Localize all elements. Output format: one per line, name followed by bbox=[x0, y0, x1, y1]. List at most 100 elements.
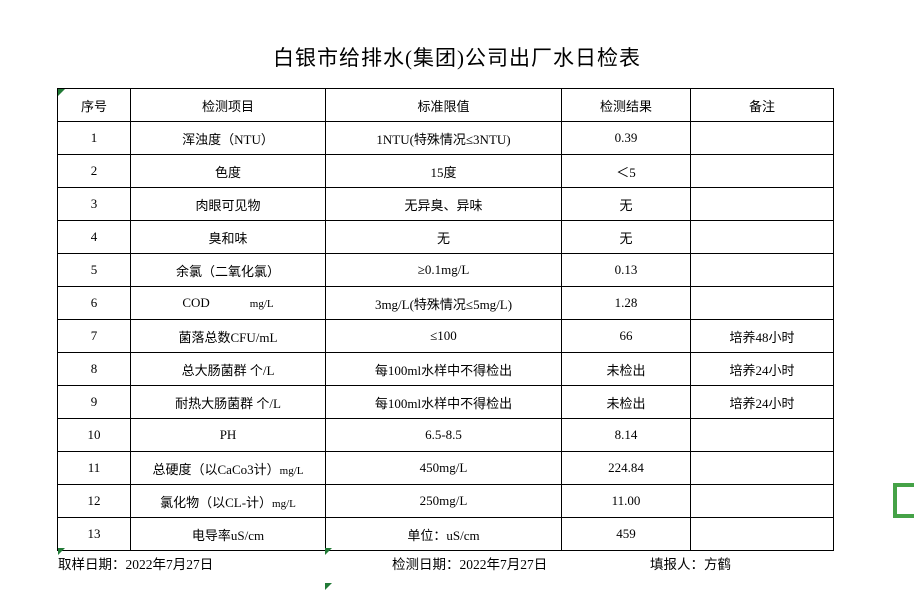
cell-limit-7[interactable]: ≤100 bbox=[325, 319, 562, 353]
cell-remark-6[interactable] bbox=[690, 286, 834, 320]
cell-item-4[interactable]: 臭和味 bbox=[130, 220, 326, 254]
cell-item-3[interactable]: 肉眼可见物 bbox=[130, 187, 326, 221]
cell-no-10[interactable]: 10 bbox=[57, 418, 131, 452]
sampling-date-label[interactable]: 取样日期：2022年7月27日 bbox=[58, 557, 214, 572]
cell-no-7[interactable]: 7 bbox=[57, 319, 131, 353]
cell-remark-5[interactable] bbox=[690, 253, 834, 287]
cell-item-5[interactable]: 余氯（二氧化氯） bbox=[130, 253, 326, 287]
cell-item-10[interactable]: PH bbox=[130, 418, 326, 452]
cell-remark-2[interactable] bbox=[690, 154, 834, 188]
cell-item-11-unit: mg/L bbox=[279, 464, 304, 477]
cell-result-13[interactable]: 459 bbox=[561, 517, 691, 551]
cell-item-12-unit: mg/L bbox=[272, 497, 296, 510]
cell-remark-13[interactable] bbox=[690, 517, 834, 551]
cell-result-7[interactable]: 66 bbox=[561, 319, 691, 353]
table-row: 2 色度 15度 ＜5 bbox=[57, 154, 834, 188]
cell-result-6[interactable]: 1.28 bbox=[561, 286, 691, 320]
cell-limit-3[interactable]: 无异臭、异味 bbox=[325, 187, 562, 221]
cell-result-3[interactable]: 无 bbox=[561, 187, 691, 221]
cell-limit-2[interactable]: 15度 bbox=[325, 154, 562, 188]
cell-result-5[interactable]: 0.13 bbox=[561, 253, 691, 287]
cell-limit-1[interactable]: 1NTU(特殊情况≤3NTU) bbox=[325, 121, 562, 155]
column-header-no[interactable]: 序号 bbox=[57, 88, 131, 122]
cell-result-12[interactable]: 11.00 bbox=[561, 484, 691, 518]
cell-no-12[interactable]: 12 bbox=[57, 484, 131, 518]
cell-item-12[interactable]: 氯化物（以CL-计）mg/L bbox=[130, 484, 326, 518]
cell-item-8[interactable]: 总大肠菌群 个/L bbox=[130, 352, 326, 386]
report-footer: 取样日期：2022年7月27日 检测日期：2022年7月27日 填报人：方鹤 bbox=[0, 553, 914, 577]
column-header-item[interactable]: 检测项目 bbox=[130, 88, 326, 122]
cell-no-4[interactable]: 4 bbox=[57, 220, 131, 254]
column-header-remark[interactable]: 备注 bbox=[690, 88, 834, 122]
cell-limit-5[interactable]: ≥0.1mg/L bbox=[325, 253, 562, 287]
cell-remark-9[interactable]: 培养24小时 bbox=[690, 385, 834, 419]
cell-remark-11[interactable] bbox=[690, 451, 834, 485]
table-row: 4 臭和味无无 bbox=[57, 220, 834, 254]
table-row: 5 余氯（二氧化氯） ≥0.1mg/L 0.13 bbox=[57, 253, 834, 287]
cell-item-6[interactable]: COD mg/L bbox=[130, 286, 326, 320]
cell-item-11-text: 总硬度（以CaCo3计） bbox=[152, 461, 280, 477]
cell-limit-11[interactable]: 450mg/L bbox=[325, 451, 562, 485]
cell-result-4[interactable]: 无 bbox=[561, 220, 691, 254]
cell-result-10[interactable]: 8.14 bbox=[561, 418, 691, 452]
cell-result-2[interactable]: ＜5 bbox=[561, 154, 691, 188]
cell-no-6[interactable]: 6 bbox=[57, 286, 131, 320]
cell-item-6-unit: mg/L bbox=[249, 298, 274, 310]
column-header-result[interactable]: 检测结果 bbox=[561, 88, 691, 122]
cell-item-11[interactable]: 总硬度（以CaCo3计）mg/L bbox=[130, 451, 326, 485]
cell-limit-10[interactable]: 6.5-8.5 bbox=[325, 418, 562, 452]
cell-limit-12[interactable]: 250mg/L bbox=[325, 484, 562, 518]
cell-remark-3[interactable] bbox=[690, 187, 834, 221]
cell-remark-1[interactable] bbox=[690, 121, 834, 155]
cell-limit-4[interactable]: 无 bbox=[325, 220, 562, 254]
table-row: 6 COD mg/L 3mg/L(特殊情况≤5mg/L) 1.28 bbox=[57, 286, 834, 320]
cell-remark-7[interactable]: 培养48小时 bbox=[690, 319, 834, 353]
cell-limit-6[interactable]: 3mg/L(特殊情况≤5mg/L) bbox=[325, 286, 562, 320]
comment-indicator-icon bbox=[58, 89, 65, 96]
cell-remark-4[interactable] bbox=[690, 220, 834, 254]
cell-no-9[interactable]: 9 bbox=[57, 385, 131, 419]
comment-indicator-icon bbox=[58, 548, 65, 555]
cell-limit-8[interactable]: 每100ml水样中不得检出 bbox=[325, 352, 562, 386]
page-title: 白银市给排水(集团)公司出厂水日检表 bbox=[273, 46, 641, 70]
table-header-row: 序号 检测项目 标准限值 检测结果 备注 bbox=[57, 88, 834, 122]
cell-no-5[interactable]: 5 bbox=[57, 253, 131, 287]
cell-item-7[interactable]: 菌落总数CFU/mL bbox=[130, 319, 326, 353]
cell-no-13[interactable]: 13 bbox=[57, 517, 131, 551]
cell-result-9[interactable]: 未检出 bbox=[561, 385, 691, 419]
table-body: 序号 检测项目 标准限值 检测结果 备注 1 浑浊度（NTU） 1NTU(特殊情况≤… bbox=[57, 88, 834, 551]
cell-result-1[interactable]: 0.39 bbox=[561, 121, 691, 155]
cell-limit-9[interactable]: 每100ml水样中不得检出 bbox=[325, 385, 562, 419]
cell-item-13[interactable]: 电导率uS/cm bbox=[130, 517, 326, 551]
table-row: 3 肉眼可见物 无异臭、异味无 bbox=[57, 187, 834, 221]
table-row: 10 PH 6.5-8.5 8.14 bbox=[57, 418, 834, 452]
cell-no-2[interactable]: 2 bbox=[57, 154, 131, 188]
reporter-label[interactable]: 填报人：方鹤 bbox=[650, 557, 731, 572]
comment-indicator-icon bbox=[325, 548, 332, 555]
cell-result-11[interactable]: 224.84 bbox=[561, 451, 691, 485]
cell-remark-10[interactable] bbox=[690, 418, 834, 452]
cell-remark-12[interactable] bbox=[690, 484, 834, 518]
comment-indicator-icon bbox=[325, 583, 332, 590]
table-row: 1 浑浊度（NTU） 1NTU(特殊情况≤3NTU) 0.39 bbox=[57, 121, 834, 155]
cell-limit-13[interactable]: 单位：uS/cm bbox=[325, 517, 562, 551]
cell-item-2[interactable]: 色度 bbox=[130, 154, 326, 188]
table-row: 8 总大肠菌群 个/L 每100ml水样中不得检出 未检出 培养24小时 bbox=[57, 352, 834, 386]
cell-remark-8[interactable]: 培养24小时 bbox=[690, 352, 834, 386]
cell-no-1[interactable]: 1 bbox=[57, 121, 131, 155]
table-row: 13 电导率uS/cm 单位：uS/cm 459 bbox=[57, 517, 834, 551]
testing-date-label[interactable]: 检测日期：2022年7月27日 bbox=[392, 557, 548, 572]
table-row: 11 总硬度（以CaCo3计）mg/L 450mg/L 224.84 bbox=[57, 451, 834, 485]
cell-item-12-text: 氯化物（以CL-计） bbox=[160, 494, 273, 510]
cell-item-9[interactable]: 耐热大肠菌群 个/L bbox=[130, 385, 326, 419]
cell-no-8[interactable]: 8 bbox=[57, 352, 131, 386]
column-header-limit[interactable]: 标准限值 bbox=[325, 88, 562, 122]
cell-result-8[interactable]: 未检出 bbox=[561, 352, 691, 386]
water-quality-table: 序号 检测项目 标准限值 检测结果 备注 1 浑浊度（NTU） 1NTU(特殊情况≤… bbox=[57, 88, 834, 551]
cell-no-3[interactable]: 3 bbox=[57, 187, 131, 221]
cell-no-11[interactable]: 11 bbox=[57, 451, 131, 485]
table-row: 12 氯化物（以CL-计）mg/L 250mg/L 11.00 bbox=[57, 484, 834, 518]
cell-item-1[interactable]: 浑浊度（NTU） bbox=[130, 121, 326, 155]
table-row: 9 耐热大肠菌群 个/L 每100ml水样中不得检出 未检出 培养24小时 bbox=[57, 385, 834, 419]
